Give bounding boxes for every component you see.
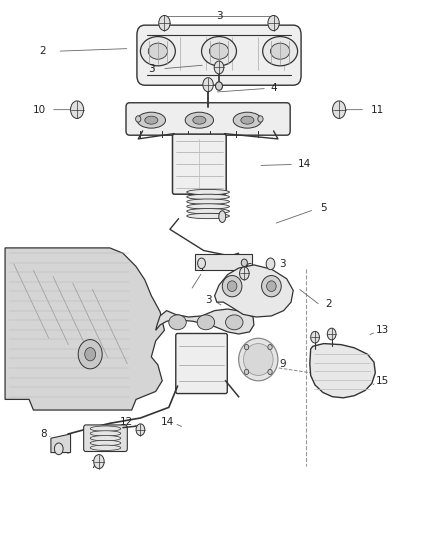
Text: 12: 12 xyxy=(120,417,133,427)
Ellipse shape xyxy=(203,78,213,92)
Ellipse shape xyxy=(244,344,249,350)
Ellipse shape xyxy=(267,281,276,292)
Ellipse shape xyxy=(327,328,336,340)
Ellipse shape xyxy=(214,61,224,74)
Ellipse shape xyxy=(78,340,102,369)
Ellipse shape xyxy=(239,338,278,381)
Text: 10: 10 xyxy=(32,104,46,115)
Text: 8: 8 xyxy=(40,429,47,439)
Ellipse shape xyxy=(268,369,272,375)
Ellipse shape xyxy=(137,112,166,128)
Ellipse shape xyxy=(263,37,297,66)
Ellipse shape xyxy=(193,116,206,124)
Text: 14: 14 xyxy=(161,417,174,427)
Ellipse shape xyxy=(244,369,249,375)
FancyBboxPatch shape xyxy=(173,134,226,194)
Ellipse shape xyxy=(169,315,186,330)
Text: 14: 14 xyxy=(297,159,311,169)
Ellipse shape xyxy=(332,101,346,118)
Ellipse shape xyxy=(226,315,243,330)
Ellipse shape xyxy=(261,276,281,297)
Text: 5: 5 xyxy=(321,203,327,213)
Ellipse shape xyxy=(311,332,319,343)
Ellipse shape xyxy=(187,204,230,209)
Ellipse shape xyxy=(90,445,121,450)
Ellipse shape xyxy=(219,211,226,222)
Text: 3: 3 xyxy=(148,64,155,74)
Polygon shape xyxy=(5,248,164,410)
Text: 13: 13 xyxy=(376,325,389,335)
Ellipse shape xyxy=(187,208,230,214)
Text: 9: 9 xyxy=(279,359,286,369)
Polygon shape xyxy=(310,344,375,398)
Ellipse shape xyxy=(271,43,290,59)
Ellipse shape xyxy=(268,15,279,30)
Ellipse shape xyxy=(222,276,242,297)
Ellipse shape xyxy=(198,258,205,269)
Text: 2: 2 xyxy=(39,46,46,56)
Polygon shape xyxy=(51,434,71,453)
Text: 4: 4 xyxy=(270,83,277,93)
Ellipse shape xyxy=(148,43,167,59)
Ellipse shape xyxy=(227,281,237,292)
FancyBboxPatch shape xyxy=(137,25,301,85)
Ellipse shape xyxy=(85,348,95,361)
Ellipse shape xyxy=(197,315,215,330)
Text: 2: 2 xyxy=(325,298,332,309)
Ellipse shape xyxy=(145,116,158,124)
Ellipse shape xyxy=(136,116,141,122)
Ellipse shape xyxy=(244,344,273,375)
Text: 7: 7 xyxy=(90,460,97,470)
Ellipse shape xyxy=(241,116,254,124)
Ellipse shape xyxy=(71,101,84,118)
Ellipse shape xyxy=(187,189,230,195)
Ellipse shape xyxy=(185,112,214,128)
Ellipse shape xyxy=(159,15,170,30)
Ellipse shape xyxy=(90,431,121,436)
FancyBboxPatch shape xyxy=(126,103,290,135)
Text: 6: 6 xyxy=(245,263,252,273)
Ellipse shape xyxy=(266,258,275,270)
Ellipse shape xyxy=(94,455,104,469)
Ellipse shape xyxy=(54,443,63,455)
Polygon shape xyxy=(215,265,293,317)
Text: 11: 11 xyxy=(371,104,384,115)
Ellipse shape xyxy=(141,37,175,66)
Ellipse shape xyxy=(90,426,121,431)
Ellipse shape xyxy=(258,116,263,122)
Text: 3: 3 xyxy=(279,259,286,269)
Ellipse shape xyxy=(187,194,230,199)
Ellipse shape xyxy=(215,82,223,90)
Text: 1: 1 xyxy=(199,263,206,273)
Polygon shape xyxy=(155,309,254,334)
FancyBboxPatch shape xyxy=(84,425,127,451)
Ellipse shape xyxy=(240,267,249,280)
Text: 3: 3 xyxy=(215,11,223,21)
Text: 15: 15 xyxy=(376,376,389,386)
Ellipse shape xyxy=(187,199,230,204)
Ellipse shape xyxy=(136,424,145,435)
FancyBboxPatch shape xyxy=(176,334,227,393)
Ellipse shape xyxy=(241,259,247,266)
Ellipse shape xyxy=(187,213,230,219)
Ellipse shape xyxy=(201,37,237,66)
Ellipse shape xyxy=(233,112,261,128)
Polygon shape xyxy=(195,254,252,270)
Text: 3: 3 xyxy=(205,295,212,305)
Ellipse shape xyxy=(209,43,229,59)
Ellipse shape xyxy=(90,435,121,441)
Ellipse shape xyxy=(268,344,272,350)
Ellipse shape xyxy=(90,440,121,446)
